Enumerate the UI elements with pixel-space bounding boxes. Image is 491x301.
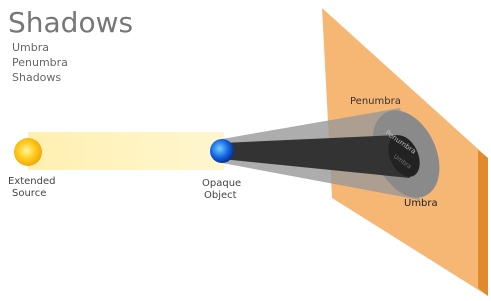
light-beam xyxy=(28,132,224,170)
topic: Umbra xyxy=(12,41,49,54)
opaque-object xyxy=(210,139,234,163)
source-label: Source xyxy=(12,188,46,199)
screen-penumbra-label: Penumbra xyxy=(350,96,401,107)
object-label: Opaque xyxy=(202,178,241,189)
topic: Shadows xyxy=(12,71,61,84)
source-label: Extended xyxy=(8,176,56,187)
topic: Penumbra xyxy=(12,56,68,69)
screen-umbra-label: Umbra xyxy=(404,198,438,209)
light-source xyxy=(14,138,42,166)
diagram: Shadows Umbra Penumbra Shadows Extended … xyxy=(0,0,491,301)
title: Shadows xyxy=(8,6,133,39)
object-label: Object xyxy=(204,190,237,201)
screen-edge xyxy=(478,150,488,296)
